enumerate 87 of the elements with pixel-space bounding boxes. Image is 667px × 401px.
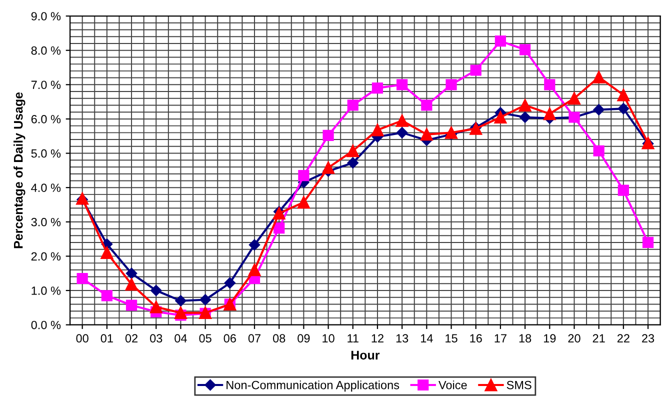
x-tick-label: 12: [372, 334, 384, 342]
point: [544, 79, 556, 90]
point: [642, 236, 654, 248]
point: [396, 114, 408, 127]
y-tick-label: 9.0 %: [31, 12, 61, 20]
x-tick-label: 07: [248, 334, 260, 343]
point: [224, 277, 236, 289]
point: [470, 64, 482, 76]
x-tick-label: 17: [494, 334, 506, 342]
y-tick-label: 2.0 %: [31, 252, 61, 261]
point: [248, 239, 260, 250]
x-tick-label: 21: [592, 334, 605, 342]
x-tick-label: 23: [642, 334, 654, 343]
point: [248, 264, 261, 276]
point: [125, 278, 138, 291]
point: [618, 184, 629, 196]
point: [174, 306, 187, 320]
x-tick-label: 22: [617, 334, 630, 342]
point: [494, 36, 506, 47]
x-tick-label: 14: [421, 334, 433, 342]
x-tick-label: 11: [348, 334, 358, 342]
point: [494, 110, 507, 124]
point: [100, 246, 114, 260]
point: [593, 104, 604, 116]
point: [618, 103, 630, 114]
legend-label: Non-Communication Applications: [226, 380, 400, 392]
point: [520, 44, 531, 56]
point: [298, 170, 310, 182]
point: [420, 128, 433, 141]
x-tick-label: 18: [519, 334, 532, 343]
y-tick-label: 6.0 %: [31, 114, 61, 124]
y-tick-label: 8.0 %: [31, 46, 61, 55]
point: [593, 145, 604, 156]
y-tick-label: 3.0 %: [31, 218, 61, 226]
x-tick-label: 00: [76, 334, 88, 343]
x-tick-label: 03: [150, 334, 162, 343]
x-tick-label: 08: [272, 334, 286, 343]
x-tick-label: 19: [544, 334, 556, 343]
point: [346, 144, 360, 158]
legend-label: SMS: [506, 380, 532, 390]
x-axis-title: Hour: [351, 350, 380, 360]
point: [445, 126, 458, 139]
point: [272, 207, 286, 220]
point: [543, 108, 556, 120]
point: [150, 284, 162, 296]
y-axis-title: Percentage of Daily Usage: [14, 92, 26, 248]
point: [568, 92, 580, 105]
point: [592, 70, 606, 84]
x-tick-label: 15: [446, 334, 458, 343]
point: [322, 161, 335, 174]
point: [322, 130, 334, 141]
y-tick-label: 0.0 %: [31, 320, 61, 330]
x-tick-label: 10: [322, 334, 334, 343]
point: [200, 294, 211, 306]
point: [274, 222, 285, 234]
y-tick-label: 1.0 %: [32, 286, 61, 295]
x-tick-label: 20: [568, 334, 580, 343]
point: [371, 124, 384, 136]
x-tick-label: 13: [396, 334, 408, 343]
legend-label: Voice: [438, 380, 467, 390]
y-tick-label: 7.0 %: [31, 80, 61, 90]
point: [76, 272, 88, 284]
x-tick-label: 04: [174, 334, 187, 343]
x-tick-label: 09: [298, 334, 310, 343]
point: [175, 295, 186, 306]
point: [518, 98, 532, 112]
point: [617, 88, 630, 102]
point: [446, 79, 457, 90]
point: [372, 82, 384, 94]
y-tick-label: 5.0 %: [31, 149, 61, 158]
point: [347, 157, 358, 168]
point: [347, 100, 358, 111]
x-tick-label: 06: [224, 334, 236, 343]
x-tick-label: 05: [199, 334, 212, 343]
x-tick-label: 01: [100, 334, 113, 343]
point: [396, 79, 408, 90]
x-tick-label: 16: [470, 334, 482, 343]
point: [126, 268, 138, 279]
point: [421, 100, 432, 111]
point: [150, 300, 162, 314]
point: [126, 300, 138, 311]
x-tick-label: 02: [125, 334, 138, 343]
point: [519, 112, 531, 123]
point: [101, 290, 112, 302]
point: [396, 127, 408, 138]
point: [297, 196, 310, 209]
y-tick-label: 4.0 %: [31, 184, 61, 192]
